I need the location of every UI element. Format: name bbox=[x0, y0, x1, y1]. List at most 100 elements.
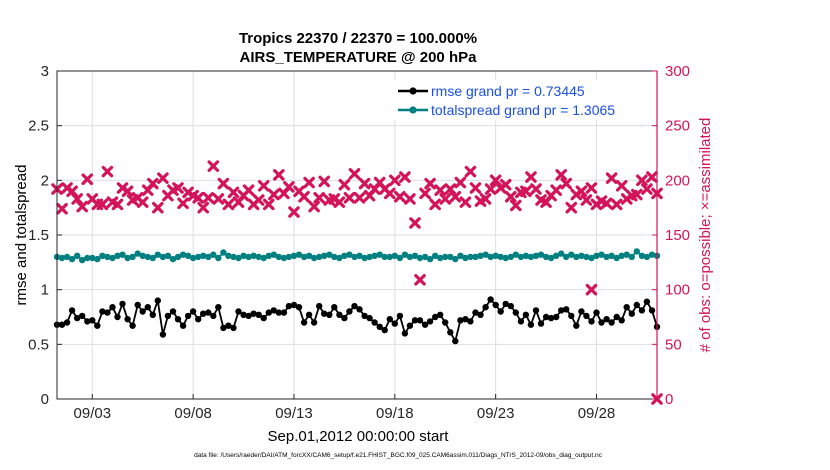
y2-tick-label: 150 bbox=[665, 227, 690, 244]
totalspread-marker bbox=[426, 255, 434, 263]
obs-marker bbox=[459, 196, 472, 208]
rmse-marker bbox=[537, 320, 545, 327]
rmse-marker bbox=[220, 324, 227, 332]
obs-marker bbox=[454, 176, 467, 189]
obs-marker bbox=[580, 194, 593, 206]
totalspread-marker bbox=[547, 254, 555, 262]
obs-marker bbox=[348, 167, 361, 180]
totalspread-marker bbox=[184, 252, 192, 259]
totalspread-marker bbox=[200, 252, 207, 259]
totalspread-marker bbox=[517, 253, 525, 261]
totalspread-marker bbox=[527, 253, 535, 261]
obs-marker bbox=[96, 198, 109, 211]
totalspread-marker bbox=[401, 251, 409, 258]
obs-marker bbox=[585, 182, 598, 194]
rmse-marker bbox=[563, 306, 570, 313]
rmse-marker bbox=[149, 311, 156, 318]
x-tick-label: 09/08 bbox=[174, 405, 212, 422]
totalspread-marker bbox=[341, 252, 348, 259]
rmse-marker bbox=[255, 311, 262, 318]
rmse-marker bbox=[189, 308, 197, 315]
obs-marker bbox=[600, 197, 613, 210]
totalspread-marker bbox=[563, 253, 570, 261]
series-layer bbox=[51, 160, 663, 405]
obs-marker bbox=[71, 193, 83, 205]
rmse-marker bbox=[84, 318, 91, 325]
totalspread-marker bbox=[195, 253, 202, 261]
rmse-marker bbox=[144, 304, 151, 311]
totalspread-marker bbox=[462, 254, 469, 262]
obs-marker bbox=[177, 197, 189, 210]
totalspread-marker bbox=[169, 255, 177, 263]
rmse-marker bbox=[442, 319, 449, 326]
footer-data-file: data file: /Users/raeder/DAI/ATM_forcXX/… bbox=[194, 452, 603, 459]
rmse-marker bbox=[280, 309, 288, 316]
rmse-marker bbox=[159, 331, 167, 338]
rmse-marker bbox=[638, 307, 646, 314]
totalspread-marker bbox=[432, 252, 439, 259]
rmse-marker bbox=[613, 313, 620, 321]
rmse-marker bbox=[99, 308, 106, 315]
y-axis-label: rmse and totalspread bbox=[13, 165, 30, 306]
obs-marker bbox=[197, 201, 210, 214]
totalspread-marker bbox=[164, 252, 172, 259]
chart-subtitle: AIRS_TEMPERATURE @ 200 hPa bbox=[240, 49, 478, 66]
totalspread-marker bbox=[179, 251, 187, 258]
totalspread-marker bbox=[497, 253, 504, 261]
totalspread-marker bbox=[406, 253, 414, 261]
obs-marker bbox=[510, 199, 522, 212]
totalspread-marker bbox=[346, 251, 353, 258]
obs-marker bbox=[358, 177, 371, 190]
obs-marker bbox=[252, 194, 265, 206]
obs-marker bbox=[469, 182, 482, 194]
rmse-marker bbox=[401, 330, 409, 337]
chart-title: Tropics 22370 / 22370 = 100.000% bbox=[239, 30, 477, 47]
totalspread-marker bbox=[270, 251, 277, 258]
rmse-marker bbox=[174, 316, 182, 323]
rmse-marker bbox=[215, 304, 222, 311]
y2-axis-label: # of obs: o=possible; ×=assimilated bbox=[697, 118, 714, 353]
totalspread-marker bbox=[215, 254, 222, 262]
rmse-marker bbox=[356, 306, 363, 313]
obs-marker bbox=[404, 193, 416, 205]
totalspread-marker bbox=[235, 254, 242, 262]
totalspread-marker bbox=[421, 253, 429, 261]
totalspread-marker bbox=[447, 253, 454, 261]
totalspread-marker bbox=[522, 252, 530, 259]
obs-marker bbox=[585, 283, 598, 296]
rmse-marker bbox=[139, 308, 146, 315]
totalspread-marker bbox=[63, 253, 71, 261]
rmse-marker bbox=[245, 312, 252, 320]
y2-tick-label: 50 bbox=[665, 336, 682, 353]
rmse-marker bbox=[628, 310, 635, 317]
rmse-marker bbox=[421, 321, 429, 328]
rmse-marker bbox=[598, 319, 605, 326]
totalspread-marker bbox=[326, 251, 333, 258]
totalspread-marker bbox=[366, 253, 373, 261]
obs-marker bbox=[484, 183, 497, 195]
rmse-marker bbox=[487, 296, 494, 303]
totalspread-marker bbox=[310, 254, 318, 262]
obs-marker bbox=[283, 181, 295, 193]
rmse-marker bbox=[169, 308, 177, 315]
rmse-marker bbox=[608, 319, 615, 326]
obs-marker bbox=[419, 187, 431, 200]
obs-marker bbox=[172, 182, 184, 194]
rmse-marker bbox=[154, 297, 161, 304]
totalspread-marker bbox=[79, 256, 86, 264]
totalspread-marker bbox=[472, 253, 479, 261]
obs-marker bbox=[298, 190, 310, 203]
rmse-marker bbox=[477, 311, 484, 318]
totalspread-marker bbox=[58, 254, 66, 262]
totalspread-marker bbox=[189, 254, 197, 262]
rmse-marker bbox=[195, 316, 202, 323]
rmse-marker bbox=[472, 309, 479, 316]
obs-marker bbox=[575, 185, 588, 198]
x-axis-label: Sep.01,2012 00:00:00 start bbox=[268, 428, 450, 445]
rmse-marker bbox=[542, 313, 550, 321]
totalspread-marker bbox=[583, 253, 590, 261]
obs-marker bbox=[429, 198, 441, 211]
rmse-marker bbox=[179, 322, 187, 329]
rmse-marker bbox=[260, 314, 267, 322]
obs-marker bbox=[439, 193, 452, 205]
